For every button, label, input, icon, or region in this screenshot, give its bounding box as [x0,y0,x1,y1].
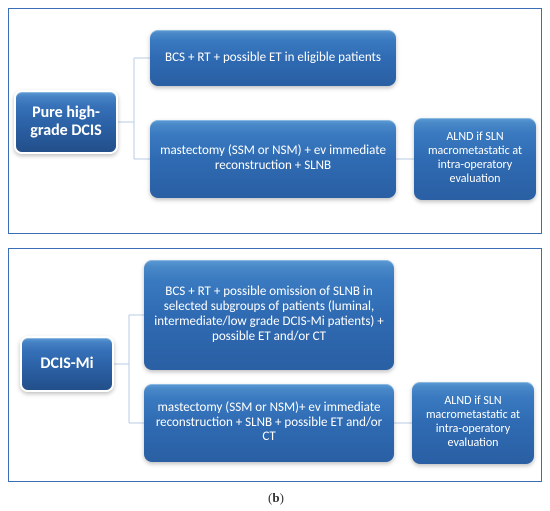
node-label: DCIS-Mi [40,355,93,373]
node-root-pure-high-grade-dcis: Pure high-grade DCIS [14,90,118,154]
node-bcs-rt-omission-slnb: BCS + RT + possible omission of SLNB in … [144,260,394,370]
node-root-dcis-mi: DCIS-Mi [20,336,114,392]
node-label: BCS + RT + possible omission of SLNB in … [150,285,388,345]
subfigure-label: (b) [268,490,284,506]
node-label: ALND if SLN macrometastatic at intra-ope… [418,395,528,450]
node-label: BCS + RT + possible ET in eligible patie… [165,51,381,66]
node-mastectomy-slnb-et-ct: mastectomy (SSM or NSM)+ ev immediate re… [144,384,394,462]
node-bcs-rt-et: BCS + RT + possible ET in eligible patie… [150,30,396,86]
node-label: ALND if SLN macrometastatic at intra-ope… [420,131,530,186]
node-label: mastectomy (SSM or NSM) + ev immediate r… [156,144,390,174]
node-alnd-bottom: ALND if SLN macrometastatic at intra-ope… [412,382,534,464]
node-label: Pure high-grade DCIS [22,104,110,141]
node-mastectomy-slnb: mastectomy (SSM or NSM) + ev immediate r… [150,120,396,198]
node-alnd-top: ALND if SLN macrometastatic at intra-ope… [414,118,536,200]
subfigure-letter: b [272,490,279,505]
node-label: mastectomy (SSM or NSM)+ ev immediate re… [150,401,388,446]
